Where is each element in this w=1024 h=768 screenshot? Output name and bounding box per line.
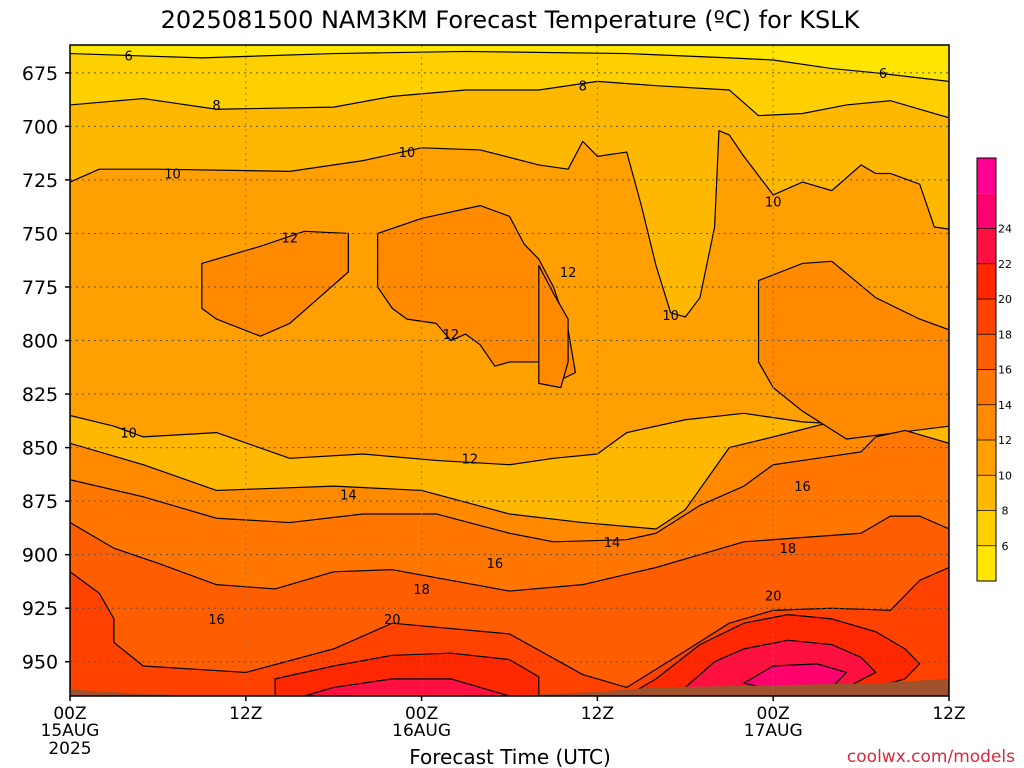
contour-label-20: 20	[384, 613, 401, 628]
contour-label-11: 12	[560, 266, 577, 281]
contour-band-12-4	[201, 230, 349, 337]
y-tick-label-675: 675	[22, 63, 58, 85]
contour-label-8: 10	[120, 427, 137, 442]
contour-labels: 6 6 8 8 10 10 10 10 10 12 12 12 12 14 14 16 16 16 18 18 20 20	[120, 50, 887, 628]
colorbar-segment-12	[977, 404, 996, 440]
contour-label-7: 10	[765, 195, 782, 210]
y-tick-label-950: 950	[22, 652, 58, 674]
y-tick-label-850: 850	[22, 438, 58, 460]
watermark-text: coolwx.com/models	[847, 747, 1015, 767]
x-year-label-0: 2025	[48, 739, 91, 759]
contour-band-22-13	[303, 678, 511, 696]
colorbar-label-22: 22	[998, 258, 1012, 271]
colorbar-label-6: 6	[1002, 540, 1009, 553]
x-date-label-24: 16AUG	[392, 721, 451, 741]
contour-label-14: 14	[604, 536, 621, 551]
contour-label-21: 20	[765, 589, 782, 604]
grid-lines	[69, 45, 950, 696]
colorbar-label-10: 10	[998, 469, 1012, 482]
colorbar-label-8: 8	[1002, 505, 1009, 518]
colorbar: 6 8 10 12 14 16 18 20 22 24	[976, 157, 1012, 582]
x-date-label-48: 17AUG	[744, 721, 803, 741]
colorbar-label-16: 16	[998, 364, 1012, 377]
contour-label-13: 14	[340, 489, 357, 504]
y-tick-label-900: 900	[22, 545, 58, 567]
contour-label-3: 8	[579, 80, 587, 95]
colorbar-segment-22	[977, 228, 996, 264]
contour-label-1: 6	[879, 67, 887, 82]
x-tick-label-48: 00Z	[757, 704, 790, 724]
contour-label-5: 10	[399, 146, 416, 161]
contour-label-16: 16	[794, 480, 811, 495]
colorbar-segment-6	[977, 510, 996, 546]
axes: 67570072575077580082585087590092595000Z1…	[22, 44, 966, 759]
contour-label-9: 12	[281, 232, 298, 247]
colorbar-label-14: 14	[998, 399, 1012, 412]
y-tick-label-825: 825	[22, 384, 58, 406]
y-tick-label-725: 725	[22, 170, 58, 192]
x-tick-label-24: 00Z	[405, 704, 438, 724]
chart-title: 2025081500 NAM3KM Forecast Temperature (…	[161, 6, 861, 34]
contour-label-6: 10	[662, 309, 679, 324]
colorbar-segment-16	[977, 334, 996, 370]
plot-frame	[69, 44, 950, 697]
contour-label-19: 18	[780, 542, 797, 557]
x-tick-label-0: 00Z	[53, 704, 86, 724]
colorbar-segment-8	[977, 475, 996, 511]
y-tick-label-775: 775	[22, 277, 58, 299]
colorbar-segment-26	[977, 158, 996, 194]
contour-label-4: 10	[164, 167, 181, 182]
contour-label-12: 12	[462, 452, 479, 467]
contour-label-2: 8	[212, 99, 220, 114]
contour-label-0: 6	[124, 50, 132, 65]
colorbar-label-20: 20	[998, 293, 1012, 306]
colorbar-segment-20	[977, 263, 996, 299]
plot-area	[70, 45, 949, 696]
colorbar-segment-18	[977, 299, 996, 335]
colorbar-label-24: 24	[998, 223, 1012, 236]
x-tick-label-60: 12Z	[932, 704, 965, 724]
terrain-fill	[70, 678, 949, 696]
contour-label-15: 16	[487, 557, 504, 572]
colorbar-segment-4	[977, 545, 996, 581]
colorbar-segment-10	[977, 440, 996, 476]
contour-band-12-7	[757, 260, 949, 440]
contour-label-18: 18	[413, 583, 430, 598]
x-tick-label-12: 12Z	[229, 704, 262, 724]
colorbar-segment-14	[977, 369, 996, 405]
x-date-label-0: 15AUG	[41, 721, 100, 741]
contour-band-12-6	[538, 264, 569, 389]
contour-label-17: 16	[208, 613, 225, 628]
y-tick-label-800: 800	[22, 331, 58, 353]
colorbar-label-18: 18	[998, 328, 1012, 341]
y-tick-label-925: 925	[22, 598, 58, 620]
x-tick-label-36: 12Z	[581, 704, 614, 724]
x-axis-title: Forecast Time (UTC)	[409, 745, 611, 768]
y-tick-label-875: 875	[22, 491, 58, 513]
colorbar-segment-24	[977, 193, 996, 229]
colorbar-label-12: 12	[998, 434, 1012, 447]
contour-label-10: 12	[443, 328, 460, 343]
y-tick-label-700: 700	[22, 116, 58, 138]
y-tick-label-750: 750	[22, 223, 58, 245]
